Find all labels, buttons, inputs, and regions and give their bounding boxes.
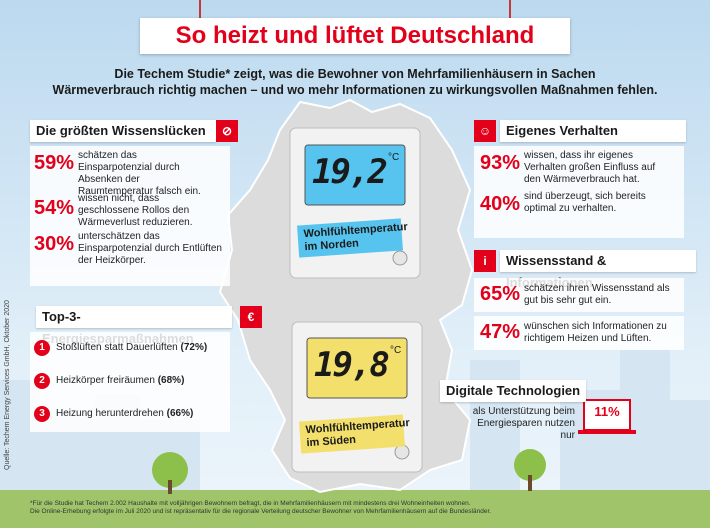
rank: 2 (34, 373, 50, 389)
section-card (474, 278, 684, 312)
share: 54% (34, 197, 75, 219)
section-card (30, 146, 230, 286)
share: 30% (34, 233, 75, 255)
item-text: wünschen sich Informationen zu richtigem… (524, 321, 667, 344)
section-header: Digitale Technologien (440, 380, 586, 402)
thermostat-unit: °C (390, 345, 402, 356)
section-card (474, 316, 684, 350)
rank: 1 (34, 340, 50, 356)
item-text: Heizung herunterdrehen (66%) (56, 408, 193, 420)
section-icon: ☺ (474, 120, 496, 142)
section-icon: i (474, 250, 496, 272)
item-label: Heizkörper freiräumen (56, 375, 155, 386)
laptop-icon (583, 399, 631, 431)
share: 93% (480, 152, 521, 174)
section-header: Wissensstand & Informationen (500, 250, 696, 290)
item-text: Stoßlüften statt Dauerlüften (72%) (56, 342, 207, 354)
item-share: (68%) (157, 375, 185, 386)
grass (0, 490, 710, 528)
item-text: als Unterstützung beim Energiesparen nut… (472, 406, 575, 441)
item-text: schätzen ihren Wissensstand als gut bis … (524, 283, 670, 306)
item-text: Heizkörper freiräumen (68%) (56, 375, 184, 387)
section-icon: ⊘ (216, 120, 238, 142)
footnote-line: Die Online-Erhebung erfolgte im Juli 202… (30, 508, 492, 515)
share: 65% (480, 283, 521, 305)
section-card (30, 332, 230, 432)
item-text: schätzen das Einsparpotenzial durch Abse… (78, 150, 201, 197)
tree-trunk (168, 480, 172, 494)
share: 11% (594, 404, 620, 419)
item-text: unterschätzen das Einsparpotenzial durch… (78, 231, 222, 266)
item-share: (72%) (180, 342, 208, 353)
subtitle: Die Techem Studie* zeigt, was die Bewohn… (40, 66, 670, 98)
thermostat-reading: 19,2 (312, 152, 388, 192)
item-text: wissen nicht, dass geschlossene Rollos d… (78, 193, 193, 228)
rank: 3 (34, 406, 50, 422)
tree (514, 449, 546, 481)
footnote: *Für die Studie hat Techem 2.002 Haushal… (30, 500, 690, 516)
share: 47% (480, 321, 521, 343)
laptop-base (578, 430, 636, 434)
subtitle-line: Die Techem Studie* zeigt, was die Bewohn… (114, 67, 596, 81)
tree-trunk (528, 475, 532, 491)
section-icon: € (240, 306, 262, 328)
subtitle-line: Wärmeverbrauch richtig machen – und wo m… (52, 83, 658, 97)
item-share: (66%) (166, 408, 194, 419)
share: 59% (34, 152, 75, 174)
section-header: Top-3-Energiesparmaßnahmen (36, 306, 232, 346)
section-card (474, 146, 684, 238)
thermostat-reading: 19,8 (314, 345, 390, 385)
section-header: Die größten Wissenslücken (30, 120, 216, 142)
source: Quelle: Techem Energy Services GmbH, Okt… (4, 300, 11, 470)
section-header: Eigenes Verhalten (500, 120, 686, 142)
item-text: wissen, dass ihr eigenes Verhalten große… (524, 150, 656, 185)
item-label: Heizung herunterdrehen (56, 408, 164, 419)
thermostat-display (306, 337, 408, 399)
item-label: Stoßlüften statt Dauerlüften (56, 342, 178, 353)
thermostat-knob (394, 444, 410, 460)
thermostat-display (304, 144, 406, 206)
tree (152, 452, 188, 488)
thermostat-knob (392, 250, 408, 266)
item-text: sind überzeugt, sich bereits optimal zu … (524, 191, 646, 214)
title: So heizt und lüftet Deutschland (140, 18, 570, 54)
footnote-line: *Für die Studie hat Techem 2.002 Haushal… (30, 500, 471, 507)
share: 40% (480, 193, 521, 215)
thermostat-unit: °C (388, 152, 400, 163)
